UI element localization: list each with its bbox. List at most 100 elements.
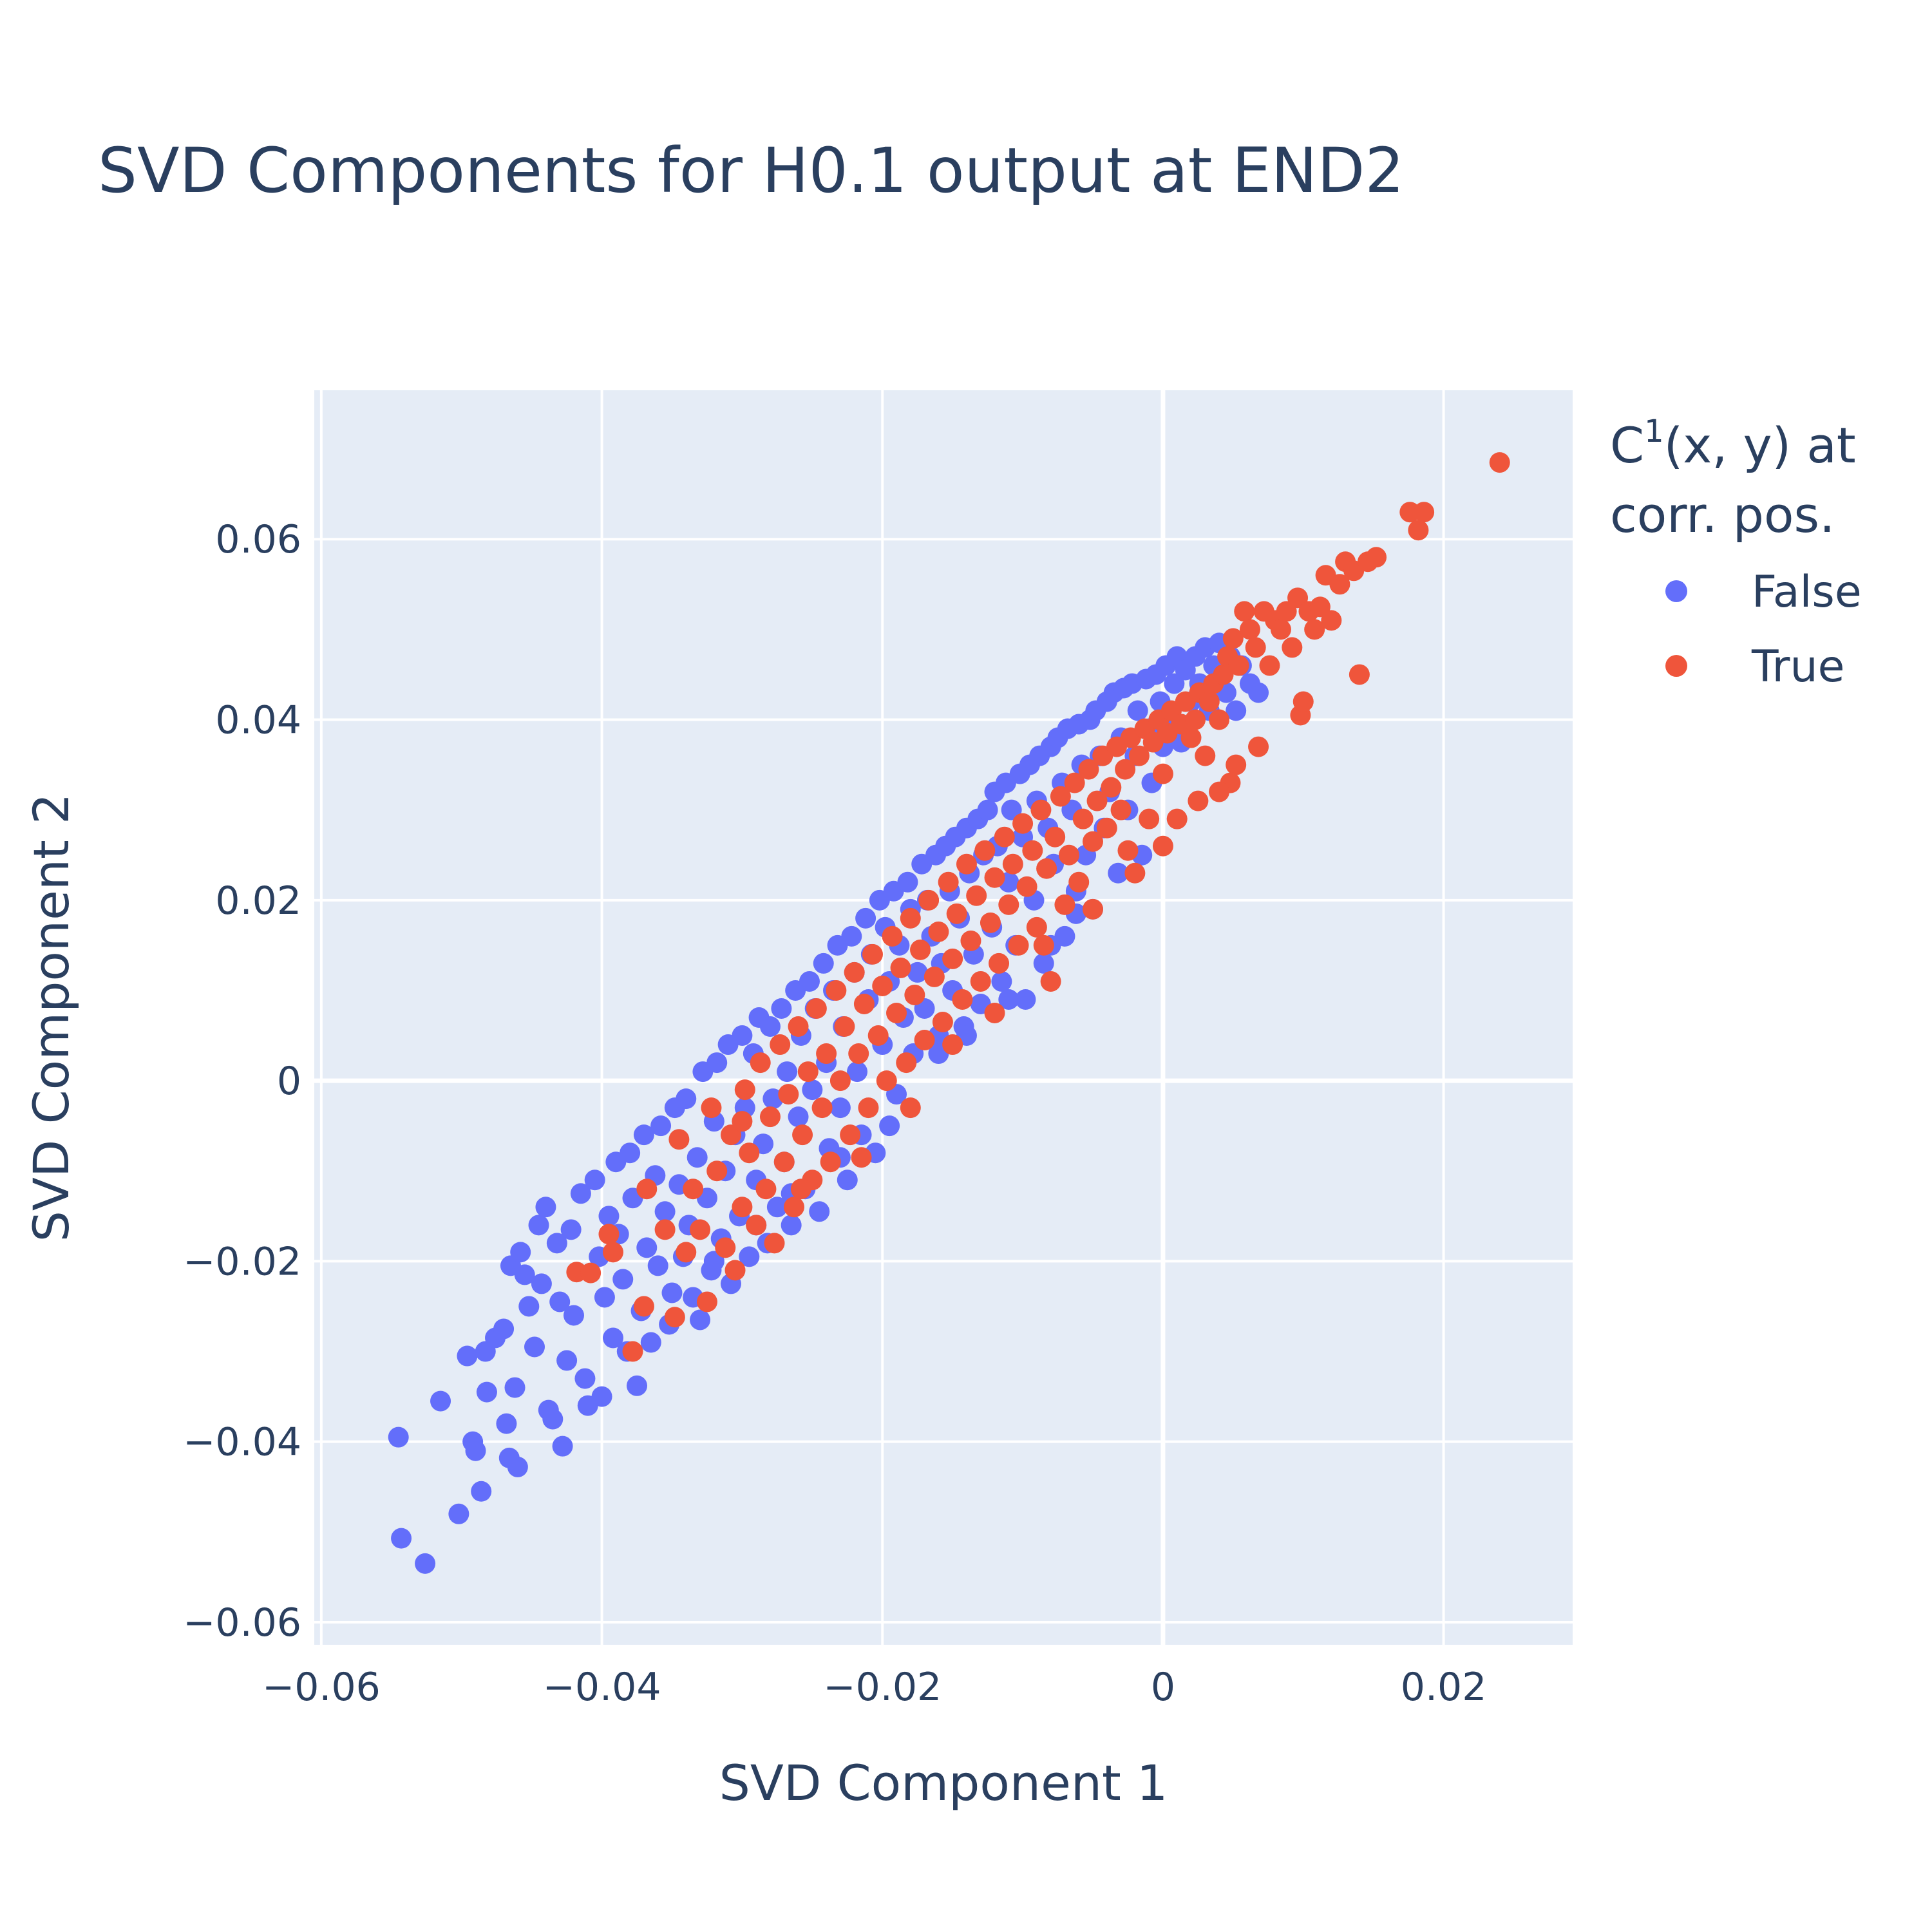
data-point	[1213, 664, 1234, 685]
data-point	[759, 1016, 781, 1037]
data-point	[784, 1197, 805, 1218]
data-point	[690, 1309, 711, 1331]
data-point	[1329, 574, 1350, 595]
data-point	[1226, 700, 1247, 721]
data-point	[855, 907, 876, 929]
data-point	[1030, 799, 1052, 820]
x-tick-label: 0.02	[1401, 1665, 1487, 1710]
data-point	[867, 1025, 889, 1046]
data-point	[900, 907, 921, 929]
data-point	[826, 980, 847, 1001]
data-point	[542, 1408, 564, 1430]
data-point	[770, 1034, 791, 1056]
data-point	[989, 952, 1010, 974]
data-point	[1117, 840, 1139, 861]
data-point	[560, 1219, 582, 1240]
data-point	[1139, 808, 1160, 829]
data-point	[703, 1251, 724, 1272]
legend-title-rest: (x, y) at	[1664, 417, 1856, 474]
data-point	[591, 1386, 612, 1407]
data-point	[1110, 799, 1132, 820]
data-point	[676, 1088, 697, 1110]
data-point	[942, 1034, 963, 1056]
data-point	[1234, 601, 1255, 622]
data-point	[829, 1070, 851, 1092]
data-point	[602, 1242, 623, 1263]
y-axis-title: SVD Component 2	[23, 793, 80, 1242]
data-points	[388, 452, 1510, 1574]
data-point	[574, 1368, 596, 1389]
data-point	[1321, 610, 1342, 631]
data-point	[701, 1097, 722, 1119]
data-point	[720, 1124, 741, 1146]
data-point	[706, 1160, 728, 1182]
data-point	[552, 1435, 573, 1457]
data-point	[1188, 790, 1209, 811]
data-point	[476, 1381, 497, 1403]
data-point	[750, 1052, 771, 1074]
data-point	[620, 1142, 641, 1164]
data-point	[1082, 898, 1103, 920]
data-point	[633, 1296, 654, 1317]
data-point	[1245, 637, 1266, 658]
data-point	[1026, 916, 1047, 938]
data-point	[952, 989, 973, 1010]
data-point	[882, 925, 903, 947]
data-point	[790, 1179, 811, 1200]
data-point	[668, 1129, 690, 1150]
data-point	[910, 939, 931, 960]
data-point	[1045, 826, 1066, 848]
data-point	[1072, 808, 1094, 829]
y-tick-label: −0.02	[183, 1239, 301, 1284]
data-point	[448, 1503, 469, 1524]
data-point	[788, 1016, 809, 1037]
data-point	[636, 1179, 658, 1200]
data-point	[746, 1215, 767, 1236]
x-tick-label: −0.06	[262, 1665, 381, 1710]
data-point	[633, 1124, 654, 1146]
data-point	[570, 1183, 591, 1204]
data-point	[584, 1170, 605, 1191]
data-point	[1096, 817, 1117, 838]
data-point	[602, 1327, 623, 1349]
data-point	[907, 961, 928, 983]
legend-label-false[interactable]: False	[1752, 567, 1862, 618]
data-point	[777, 1061, 798, 1083]
data-point	[732, 1111, 753, 1132]
data-point	[1166, 808, 1188, 829]
legend-items: False True	[1665, 567, 1862, 692]
data-point	[1309, 596, 1331, 618]
data-point	[813, 952, 834, 974]
data-point	[531, 1273, 552, 1294]
data-point	[549, 1291, 571, 1312]
data-point	[598, 1206, 620, 1227]
data-point	[1414, 502, 1435, 523]
data-point	[974, 840, 996, 861]
data-point	[1185, 709, 1206, 730]
data-point	[872, 975, 893, 996]
data-point	[739, 1246, 760, 1267]
data-point	[1287, 587, 1309, 609]
data-point	[1489, 452, 1510, 473]
data-point	[998, 894, 1019, 915]
data-point	[923, 966, 945, 987]
data-point	[739, 1142, 760, 1164]
legend-label-true[interactable]: True	[1751, 641, 1844, 692]
data-point	[1259, 655, 1280, 676]
data-point	[1180, 727, 1202, 748]
data-point	[809, 1201, 830, 1222]
y-tick-label: −0.04	[183, 1420, 301, 1465]
data-point	[1078, 759, 1099, 780]
data-point	[706, 1052, 728, 1074]
legend: C1(x, y) at corr. pos. False True	[1610, 413, 1862, 692]
data-point	[960, 930, 981, 951]
data-point	[636, 1237, 658, 1258]
data-point	[696, 1291, 717, 1312]
data-point	[1001, 799, 1022, 820]
legend-title-line2: corr. pos.	[1610, 486, 1835, 544]
data-point	[755, 1179, 777, 1200]
data-point	[683, 1179, 704, 1200]
data-point	[1064, 772, 1085, 793]
data-point	[1127, 700, 1148, 721]
